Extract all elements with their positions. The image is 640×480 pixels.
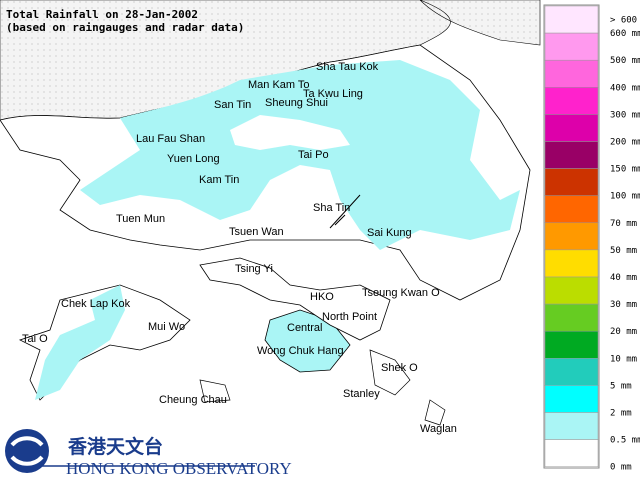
place-label: Mui Wo — [148, 321, 185, 333]
legend-swatch — [544, 412, 599, 440]
hk-island — [264, 309, 351, 373]
logo-chinese: 香港天文台 — [67, 435, 163, 458]
legend-label: 600 mm — [610, 29, 640, 39]
legend-swatch — [544, 195, 599, 224]
dry-area — [230, 115, 350, 150]
place-label: Sheung Shui — [265, 97, 328, 109]
legend-label: 400 mm — [610, 83, 640, 93]
place-label: Stanley — [343, 388, 380, 400]
legend-swatch — [544, 385, 599, 413]
legend-label: 70 mm — [610, 219, 637, 229]
place-label: Central — [287, 322, 322, 334]
legend-swatch — [544, 114, 599, 142]
place-label: Tai O — [22, 333, 48, 345]
place-label: Sha Tau Kok — [316, 61, 379, 73]
legend-swatch — [544, 249, 599, 278]
place-label: Chek Lap Kok — [61, 298, 131, 310]
title: Total Rainfall on 28-Jan-2002 — [6, 8, 198, 21]
legend-swatch — [544, 439, 599, 467]
legend-label: 5 mm — [610, 381, 632, 391]
legend-label: 200 mm — [610, 138, 640, 148]
logo-emblem — [5, 429, 49, 473]
place-label: Cheung Chau — [159, 394, 227, 406]
legend-swatch — [544, 5, 599, 34]
legend-swatch — [544, 168, 599, 196]
place-label: Waglan — [420, 423, 457, 435]
place-label: Sai Kung — [367, 227, 412, 239]
legend-swatch — [544, 222, 599, 251]
place-label: HKO — [310, 291, 334, 303]
logo-english: HONG KONG OBSERVATORY — [66, 459, 292, 478]
place-label: Tsing Yi — [235, 263, 273, 275]
legend-label: 30 mm — [610, 300, 637, 310]
legend-swatch — [544, 358, 599, 386]
legend-swatch — [544, 141, 599, 169]
legend-label: 300 mm — [610, 110, 640, 120]
legend-label: 0.5 mm — [610, 436, 640, 446]
legend-label: 500 mm — [610, 56, 640, 66]
channel — [329, 194, 361, 229]
legend-label: 20 mm — [610, 327, 637, 337]
place-label: Wong Chuk Hang — [257, 345, 344, 357]
legend-label: > 600 mm — [610, 16, 640, 26]
logo-emblem-mark — [10, 436, 44, 466]
legend-frame — [543, 4, 600, 469]
place-label: Ta Kwu Ling — [303, 88, 363, 100]
rain-area — [80, 60, 520, 250]
legend-swatch — [544, 87, 599, 115]
place-label: Lau Fau Shan — [136, 133, 205, 145]
place-label: Tseung Kwan O — [362, 287, 440, 299]
legend-label: 0 mm — [610, 463, 632, 473]
legend-label: 50 mm — [610, 246, 637, 256]
legend-label: 10 mm — [610, 354, 637, 364]
islands — [199, 349, 446, 426]
place-label: Man Kam To — [248, 79, 310, 91]
place-label: Tai Po — [298, 149, 329, 161]
legend-label: 150 mm — [610, 165, 640, 175]
place-label: Yuen Long — [167, 153, 220, 165]
rain-area-lantau — [35, 285, 125, 400]
place-label: North Point — [322, 311, 377, 323]
legend-swatch — [544, 32, 599, 61]
kowloon — [199, 257, 391, 341]
legend-label: 100 mm — [610, 192, 640, 202]
place-label: San Tin — [214, 99, 251, 111]
legend-swatch — [544, 303, 599, 332]
subtitle: (based on raingauges and radar data) — [6, 21, 244, 34]
place-label: Kam Tin — [199, 174, 239, 186]
legend-label: 40 mm — [610, 273, 637, 283]
place-label: Sha Tin — [313, 202, 350, 214]
legend-swatch — [544, 59, 599, 88]
place-label: Tsuen Wan — [229, 226, 284, 238]
legend-swatch — [544, 276, 599, 305]
legend-label: 2 mm — [610, 409, 632, 419]
place-label: Shek O — [381, 362, 418, 374]
place-label: Tuen Mun — [116, 213, 165, 225]
legend-swatch — [544, 330, 599, 359]
